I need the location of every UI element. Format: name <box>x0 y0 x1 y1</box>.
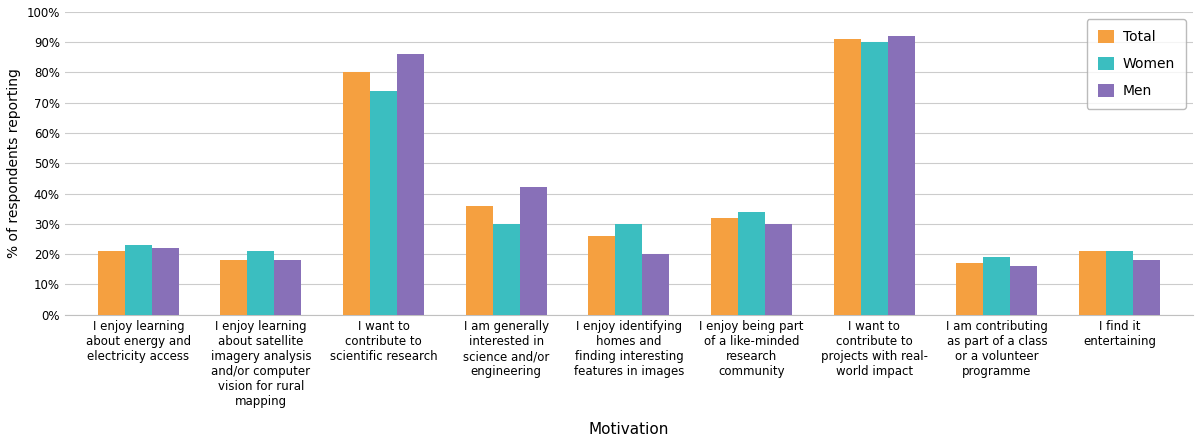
Bar <box>1106 251 1133 315</box>
Bar <box>712 218 738 315</box>
Bar <box>588 236 616 315</box>
Bar <box>1010 266 1037 315</box>
Bar <box>466 206 493 315</box>
Bar <box>834 39 860 315</box>
Bar <box>738 212 766 315</box>
Bar <box>888 36 914 315</box>
Bar <box>766 224 792 315</box>
Bar <box>343 72 370 315</box>
Bar <box>247 251 275 315</box>
Bar <box>221 260 247 315</box>
Bar <box>956 263 983 315</box>
Bar <box>616 224 642 315</box>
Bar <box>1133 260 1160 315</box>
Bar <box>370 91 397 315</box>
Bar <box>1079 251 1106 315</box>
Y-axis label: % of respondents reporting: % of respondents reporting <box>7 68 20 258</box>
Bar <box>125 245 152 315</box>
X-axis label: Motivation: Motivation <box>589 422 670 437</box>
Bar <box>397 54 424 315</box>
Bar <box>520 187 547 315</box>
Bar <box>152 248 179 315</box>
Bar <box>98 251 125 315</box>
Bar <box>275 260 301 315</box>
Bar <box>860 42 888 315</box>
Bar <box>642 254 670 315</box>
Bar <box>983 257 1010 315</box>
Legend: Total, Women, Men: Total, Women, Men <box>1087 19 1186 109</box>
Bar <box>493 224 520 315</box>
